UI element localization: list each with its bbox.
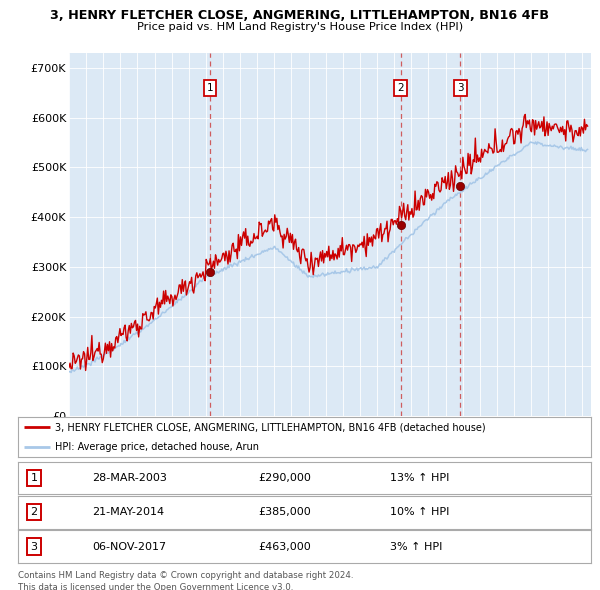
Text: £290,000: £290,000 <box>259 473 311 483</box>
Text: HPI: Average price, detached house, Arun: HPI: Average price, detached house, Arun <box>55 442 259 452</box>
Text: 10% ↑ HPI: 10% ↑ HPI <box>391 507 450 517</box>
Text: 28-MAR-2003: 28-MAR-2003 <box>92 473 167 483</box>
Text: 2: 2 <box>31 507 38 517</box>
Text: 2: 2 <box>397 83 404 93</box>
Text: 13% ↑ HPI: 13% ↑ HPI <box>391 473 450 483</box>
Text: Price paid vs. HM Land Registry's House Price Index (HPI): Price paid vs. HM Land Registry's House … <box>137 22 463 32</box>
Text: £385,000: £385,000 <box>259 507 311 517</box>
Text: Contains HM Land Registry data © Crown copyright and database right 2024.: Contains HM Land Registry data © Crown c… <box>18 571 353 580</box>
Text: This data is licensed under the Open Government Licence v3.0.: This data is licensed under the Open Gov… <box>18 583 293 590</box>
Text: 21-MAY-2014: 21-MAY-2014 <box>92 507 164 517</box>
Text: £463,000: £463,000 <box>259 542 311 552</box>
Text: 06-NOV-2017: 06-NOV-2017 <box>92 542 167 552</box>
Text: 1: 1 <box>207 83 214 93</box>
Text: 1: 1 <box>31 473 38 483</box>
Text: 3, HENRY FLETCHER CLOSE, ANGMERING, LITTLEHAMPTON, BN16 4FB (detached house): 3, HENRY FLETCHER CLOSE, ANGMERING, LITT… <box>55 422 486 432</box>
Text: 3% ↑ HPI: 3% ↑ HPI <box>391 542 443 552</box>
Text: 3: 3 <box>31 542 38 552</box>
Text: 3, HENRY FLETCHER CLOSE, ANGMERING, LITTLEHAMPTON, BN16 4FB: 3, HENRY FLETCHER CLOSE, ANGMERING, LITT… <box>50 9 550 22</box>
Text: 3: 3 <box>457 83 463 93</box>
